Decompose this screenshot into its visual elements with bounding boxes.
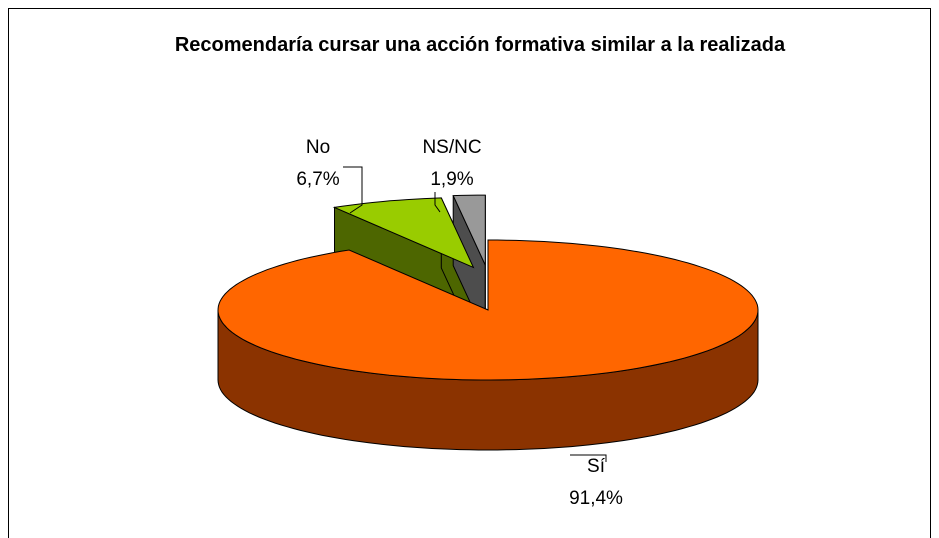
chart-frame xyxy=(8,8,931,538)
slice xyxy=(332,197,475,269)
category-label: NS/NC xyxy=(422,137,481,158)
value-label: 1,9% xyxy=(430,169,473,190)
value-label: 6,7% xyxy=(296,169,339,190)
category-label: Sí xyxy=(587,456,606,477)
leader-line xyxy=(434,192,441,213)
chart-title: Recomendaría cursar una acción formativa… xyxy=(174,34,786,56)
category-label: No xyxy=(306,137,330,158)
slice xyxy=(217,239,759,381)
leader-line xyxy=(343,166,363,214)
leader-line xyxy=(570,454,607,462)
slice xyxy=(452,194,486,266)
value-label: 91,4% xyxy=(569,488,623,509)
